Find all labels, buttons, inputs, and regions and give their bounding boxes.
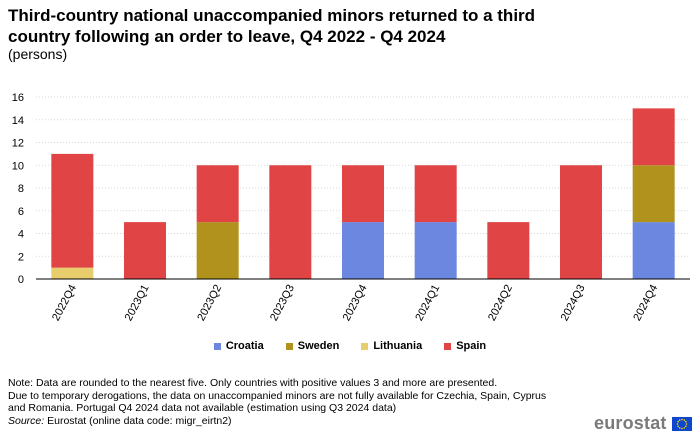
y-tick-label: 6 — [18, 206, 24, 218]
y-tick-label: 14 — [12, 115, 24, 127]
bar-segment — [269, 165, 312, 279]
note-line-2: Due to temporary derogations, the data o… — [8, 389, 547, 402]
legend-swatch — [361, 342, 369, 350]
y-tick-label: 12 — [12, 138, 24, 150]
stacked-bar-chart: 0 2 4 6 8 10 12 14 16 2022Q4 2023Q1 2023Q2 2023Q3 202… — [12, 92, 690, 323]
bar-segment — [51, 153, 94, 268]
legend-item: Spain — [444, 340, 486, 352]
y-tick-label: 2 — [18, 251, 24, 263]
bar-segment — [124, 222, 166, 279]
bar-segment — [414, 165, 457, 223]
eu-flag-icon — [671, 416, 692, 431]
source-line: Source: Eurostat (online data code: migr… — [8, 415, 588, 428]
legend-swatch — [285, 342, 293, 350]
y-tick-label: 4 — [18, 229, 24, 241]
legend-item: Sweden — [285, 340, 340, 352]
legend-label: Spain — [456, 340, 487, 352]
x-tick-label: 2024Q1 — [413, 283, 442, 323]
y-tick-label: 16 — [12, 92, 24, 104]
x-tick-label: 2023Q4 — [341, 283, 370, 323]
bar-segment — [632, 165, 675, 223]
bar-segment — [414, 222, 457, 279]
bar-segment — [196, 165, 239, 223]
note-line-1: Note: Data are rounded to the nearest fi… — [8, 377, 498, 389]
legend-swatch — [213, 342, 221, 350]
source-label: Source: — [8, 414, 45, 427]
x-tick-label: 2023Q2 — [195, 283, 224, 323]
x-tick-label: 2022Q4 — [50, 283, 79, 323]
note-line-3: and Romania. Portugal Q4 2024 data not a… — [8, 402, 397, 414]
x-tick-label: 2024Q2 — [486, 283, 515, 323]
chart-subtitle: (persons) — [8, 46, 68, 62]
bar-segment — [487, 222, 530, 279]
legend-swatch — [444, 342, 452, 350]
y-tick-label: 0 — [18, 274, 24, 286]
legend-label: Lithuania — [373, 340, 423, 352]
bar-segment — [560, 165, 602, 279]
x-tick-label: 2023Q1 — [123, 283, 152, 323]
x-tick-label: 2024Q3 — [559, 283, 588, 323]
source-text: Eurostat (online data code: migr_eirtn2) — [44, 414, 232, 427]
y-tick-label: 8 — [18, 183, 24, 195]
legend-item: Croatia — [213, 340, 264, 352]
bar-segment — [342, 165, 384, 223]
bar-segment — [632, 222, 675, 279]
x-tick-label: 2023Q3 — [268, 283, 297, 323]
chart-legend: Croatia Sweden Lithuania Spain — [0, 340, 700, 352]
bar-segment — [632, 108, 675, 166]
bar-segment — [51, 267, 94, 279]
chart-notes: Note: Data are rounded to the nearest fi… — [8, 377, 588, 427]
eurostat-logo-text: eurostat — [594, 413, 667, 433]
eurostat-logo[interactable]: eurostat — [594, 413, 692, 434]
bar-segment — [342, 222, 384, 279]
legend-label: Sweden — [297, 340, 340, 352]
legend-label: Croatia — [225, 340, 264, 352]
legend-item: Lithuania — [361, 340, 422, 352]
x-tick-label: 2024Q4 — [631, 283, 660, 323]
y-tick-label: 10 — [12, 160, 24, 172]
bar-segment — [196, 222, 239, 279]
chart-title: Third-country national unaccompanied min… — [8, 6, 536, 46]
